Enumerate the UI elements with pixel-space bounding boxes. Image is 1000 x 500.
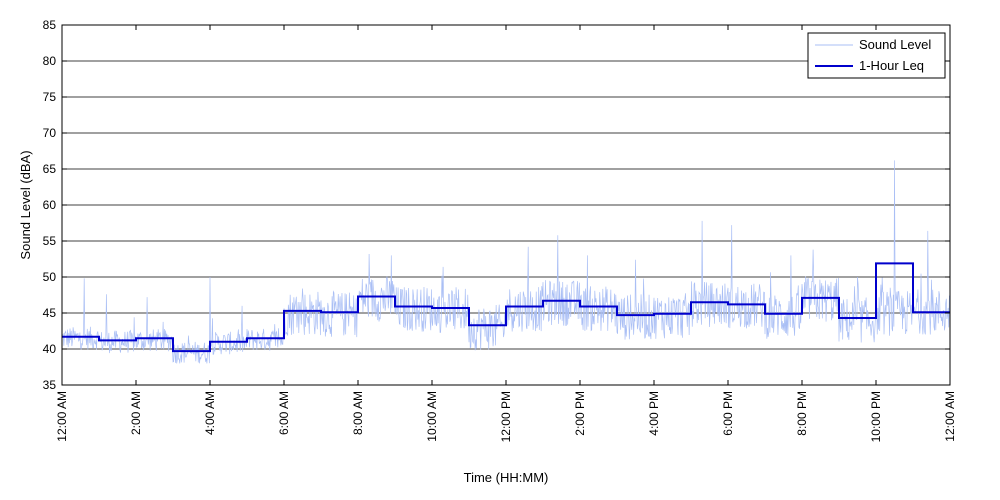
y-tick-label: 70 [43, 126, 57, 140]
series-sound-level [61, 160, 951, 364]
y-tick-label: 40 [43, 342, 57, 356]
x-tick-label: 4:00 AM [203, 391, 217, 435]
legend-label-1-hour-leq: 1-Hour Leq [859, 58, 924, 73]
series-1-hour-leq [62, 262, 950, 353]
y-tick-label: 50 [43, 270, 57, 284]
y-axis: 35 40 45 50 55 60 65 70 75 80 85 [43, 18, 950, 392]
x-tick-label: 6:00 PM [721, 391, 735, 436]
y-tick-label: 85 [43, 18, 57, 32]
y-tick-label: 45 [43, 306, 57, 320]
x-tick-label: 12:00 AM [55, 391, 69, 442]
x-tick-label: 4:00 PM [647, 391, 661, 436]
x-tick-label: 8:00 PM [795, 391, 809, 436]
y-tick-label: 65 [43, 162, 57, 176]
y-tick-label: 75 [43, 90, 57, 104]
x-tick-label: 12:00 PM [499, 391, 513, 442]
y-tick-label: 80 [43, 54, 57, 68]
x-tick-label: 6:00 AM [277, 391, 291, 435]
legend-box [807, 32, 946, 79]
y-tick-label: 60 [43, 198, 57, 212]
y-axis-label: Sound Level (dBA) [18, 150, 33, 259]
x-tick-label: 10:00 AM [425, 391, 439, 442]
y-tick-label: 35 [43, 378, 57, 392]
leq-step-line [62, 262, 950, 353]
sound-level-line [61, 160, 951, 364]
y-tick-label: 55 [43, 234, 57, 248]
legend: Sound Level 1-Hour Leq [807, 32, 946, 79]
x-axis-label: Time (HH:MM) [464, 470, 549, 485]
x-axis: 12:00 AM 2:00 AM 4:00 AM 6:00 AM 8:00 AM 10:0… [55, 25, 957, 442]
x-tick-label: 2:00 PM [573, 391, 587, 436]
legend-label-sound-level: Sound Level [859, 37, 931, 52]
x-tick-label: 12:00 AM [943, 391, 957, 442]
x-tick-label: 10:00 PM [869, 391, 883, 442]
x-tick-label: 8:00 AM [351, 391, 365, 435]
x-tick-label: 2:00 AM [129, 391, 143, 435]
